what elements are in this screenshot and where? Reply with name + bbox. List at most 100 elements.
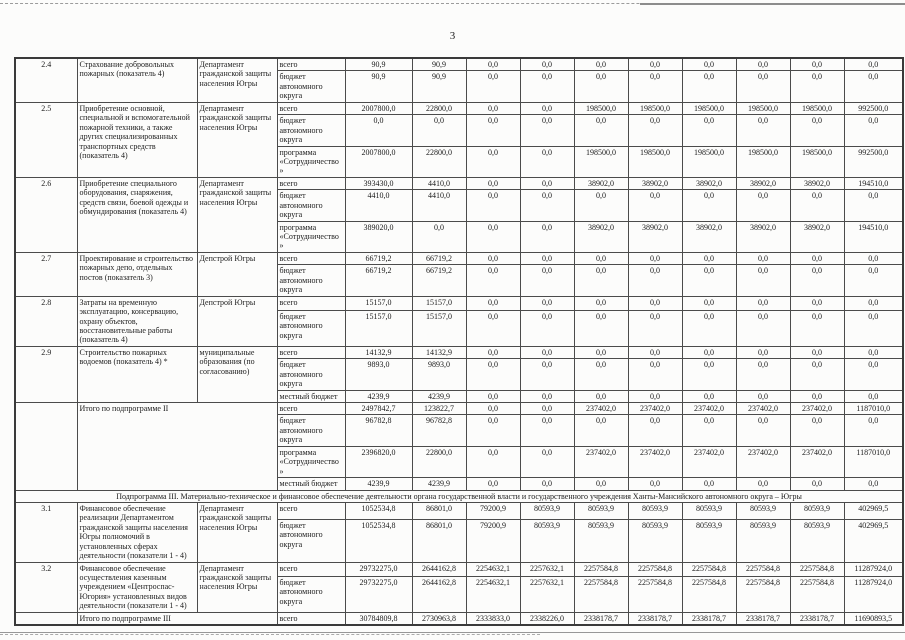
value-cell: 0,0 [465, 70, 521, 103]
value-cell: 0,0 [627, 345, 683, 360]
value-cell: 80593,9 [573, 501, 629, 520]
value-cell: 80593,9 [627, 501, 683, 520]
funding-source-cell: программа «Сотрудничество» [276, 145, 346, 178]
value-cell: 2338178,7 [789, 611, 845, 626]
value-cell: 0,0 [627, 70, 683, 103]
value-cell: 0,0 [681, 57, 737, 72]
scan-artifact-top [0, 3, 905, 4]
value-cell: 0,0 [573, 477, 629, 491]
funding-source-cell: бюджет автономного округа [276, 358, 346, 391]
value-cell: 2257584,8 [573, 561, 629, 577]
value-cell: 0,0 [573, 189, 629, 222]
value-cell: 2338178,7 [681, 611, 737, 626]
value-cell: 9893,0 [344, 358, 413, 391]
value-cell: 0,0 [573, 114, 629, 147]
executor-cell: Депстрой Югры [196, 295, 278, 347]
funding-source-cell: бюджет автономного округа [276, 70, 346, 103]
value-cell: 2338178,7 [573, 611, 629, 626]
executor-cell: Департамент гражданской защиты населения… [196, 176, 278, 253]
value-cell: 80593,9 [573, 518, 629, 563]
value-cell: 0,0 [519, 176, 575, 191]
value-cell: 0,0 [519, 57, 575, 72]
funding-source-cell: бюджет автономного округа [276, 575, 346, 613]
subtotal-row: Итого по подпрограмме II всего 2497842,7 12… [14, 401, 904, 491]
value-cell: 38902,0 [681, 176, 737, 191]
value-cell: 237402,0 [735, 401, 791, 416]
value-cell: 4239,9 [344, 389, 413, 404]
value-cell: 30784809,8 [344, 611, 413, 626]
value-cell: 79200,9 [465, 518, 521, 563]
value-cell: 402969,5 [843, 501, 904, 520]
table-row: 3.2 Финансовое обеспечение осуществления … [14, 561, 904, 613]
value-cell: 992500,0 [843, 145, 904, 178]
table-row: 2.5 Приобретение основной, специальной и … [14, 101, 904, 178]
value-cell: 237402,0 [573, 445, 629, 479]
value-cell: 198500,0 [627, 145, 683, 178]
value-cell: 80593,9 [735, 501, 791, 520]
table-row: бюджет автономного округа 0,0 0,0 0,0 0,0 0,0… [15, 114, 904, 147]
value-cell: 0,0 [465, 145, 521, 178]
value-cell: 38902,0 [573, 220, 629, 253]
budget-table-body: 2.4 Страхование добровольных пожарных (по… [14, 57, 904, 626]
row-number-cell: 2.7 [14, 251, 78, 297]
value-cell: 194510,0 [843, 220, 904, 253]
value-cell: 2007800,0 [344, 145, 413, 178]
value-cell: 0,0 [843, 295, 904, 311]
value-cell: 0,0 [465, 309, 521, 347]
value-cell: 38902,0 [735, 176, 791, 191]
executor-cell: Департамент гражданской защиты населения… [196, 501, 278, 563]
subtotal-row: Итого по подпрограмме III всего 30784809,8… [14, 611, 904, 626]
value-cell: 86801,0 [411, 518, 467, 563]
value-cell: 2497842,7 [344, 401, 413, 416]
funding-source-cell: бюджет автономного округа [276, 264, 346, 297]
budget-table: 2.4 Страхование добровольных пожарных (по… [14, 57, 904, 627]
value-cell: 0,0 [843, 57, 904, 72]
table-row: 2.7 Проектирование и строительство пожарн… [14, 251, 904, 297]
row-number-cell: 2.9 [14, 345, 78, 404]
value-cell: 0,0 [573, 70, 629, 103]
row-number-cell: 2.8 [14, 295, 78, 347]
value-cell: 80593,9 [735, 518, 791, 563]
value-cell: 0,0 [681, 189, 737, 222]
value-cell: 0,0 [465, 101, 521, 116]
value-cell: 2257584,8 [735, 561, 791, 577]
value-cell: 0,0 [789, 345, 845, 360]
table-row: бюджет автономного округа 29732275,0 26441… [15, 575, 904, 613]
value-cell: 15157,0 [344, 295, 413, 311]
value-cell: 198500,0 [681, 101, 737, 116]
row-number-cell: 2.4 [14, 57, 78, 103]
value-cell: 0,0 [789, 114, 845, 147]
value-cell: 1052534,8 [344, 501, 413, 520]
value-cell: 0,0 [789, 477, 845, 491]
value-cell: 0,0 [627, 414, 683, 447]
value-cell: 0,0 [465, 477, 521, 491]
value-cell: 38902,0 [573, 176, 629, 191]
table-row: 2.9 Строительство пожарных водоемов (пока… [14, 345, 904, 404]
table-row: 3.1 Финансовое обеспечение реализации Деп… [14, 501, 904, 563]
value-cell: 198500,0 [627, 101, 683, 116]
value-cell: 0,0 [681, 114, 737, 147]
value-cell: 66719,2 [344, 264, 413, 297]
value-cell: 38902,0 [789, 220, 845, 253]
value-cell: 0,0 [843, 389, 904, 404]
value-cell: 2257584,8 [789, 561, 845, 577]
value-cell: 38902,0 [681, 220, 737, 253]
value-cell: 123822,7 [411, 401, 467, 416]
value-cell: 90,9 [411, 57, 467, 72]
funding-source-cell: программа «Сотрудничество» [276, 220, 346, 253]
value-cell: 0,0 [681, 309, 737, 347]
value-cell: 0,0 [519, 70, 575, 103]
value-cell: 14132,9 [411, 345, 467, 360]
value-cell: 0,0 [735, 114, 791, 147]
value-cell: 0,0 [735, 57, 791, 72]
value-cell: 90,9 [344, 57, 413, 72]
value-cell: 0,0 [465, 114, 521, 147]
value-cell: 90,9 [344, 70, 413, 103]
value-cell: 79200,9 [465, 501, 521, 520]
value-cell: 0,0 [411, 220, 467, 253]
value-cell: 0,0 [789, 309, 845, 347]
value-cell: 38902,0 [789, 176, 845, 191]
value-cell: 0,0 [789, 264, 845, 297]
value-cell: 4239,9 [411, 389, 467, 404]
value-cell: 38902,0 [735, 220, 791, 253]
